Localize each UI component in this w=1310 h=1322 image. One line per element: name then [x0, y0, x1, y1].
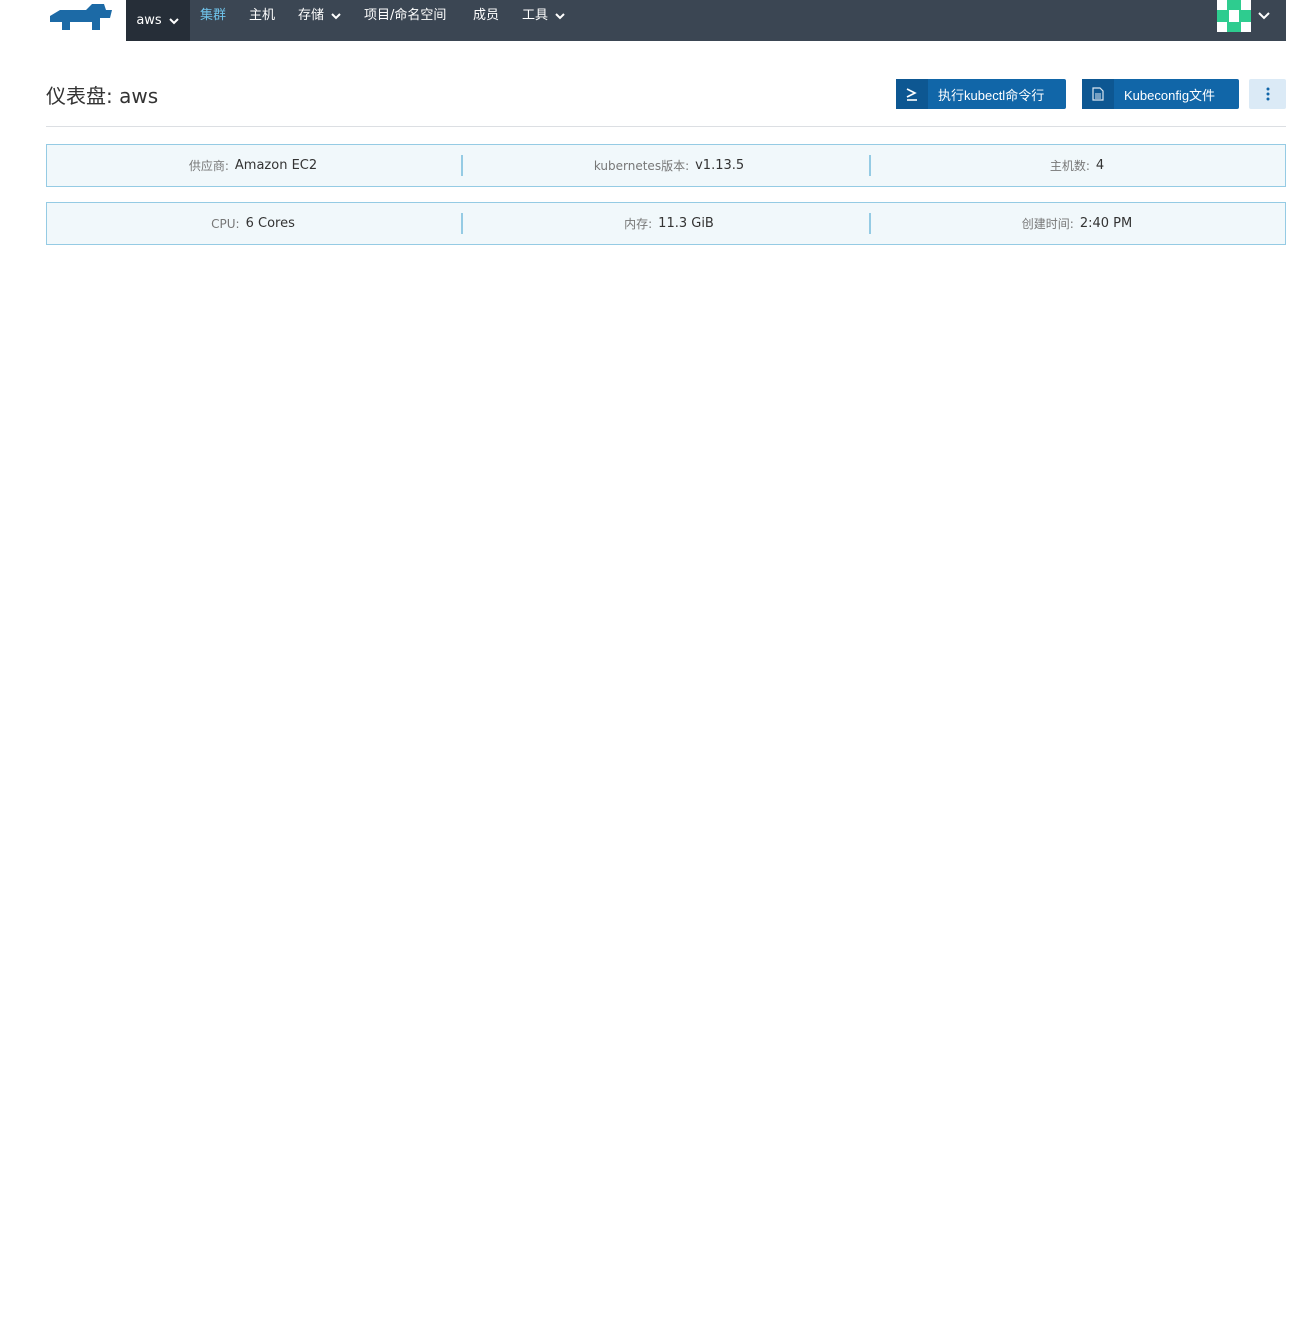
more-actions-button[interactable] — [1249, 79, 1286, 109]
nav-item-cluster[interactable]: 集群 — [200, 8, 227, 23]
info-provider: 供应商: Amazon EC2 — [47, 145, 459, 186]
nav-item-tools[interactable]: 工具 — [522, 0, 566, 32]
terminal-icon — [896, 79, 928, 109]
kubeconfig-label: Kubeconfig文件 — [1124, 87, 1216, 103]
info-key: 创建时间: — [1021, 217, 1074, 231]
vertical-dots-icon — [1266, 87, 1269, 101]
cluster-name: aws — [136, 13, 162, 28]
chevron-down-icon — [331, 12, 341, 19]
info-cpu: CPU: 6 Cores — [47, 203, 459, 244]
info-value: 2:40 PM — [1079, 216, 1133, 231]
kubectl-shell-label: 执行kubectl命令行 — [938, 87, 1045, 103]
cluster-info-row-1: 供应商: Amazon EC2 kubernetes版本: v1.13.5 主机… — [46, 144, 1286, 187]
chevron-down-icon — [168, 17, 179, 24]
nav-item-tools-label: 工具 — [522, 8, 549, 23]
info-memory: 内存: 11.3 GiB — [463, 203, 875, 244]
info-value: Amazon EC2 — [234, 158, 318, 173]
info-key: 主机数: — [1049, 159, 1090, 173]
chevron-down-icon[interactable] — [1256, 8, 1272, 24]
chevron-down-icon — [555, 12, 565, 19]
nav-item-hosts[interactable]: 主机 — [249, 8, 276, 23]
info-value: 6 Cores — [245, 216, 295, 231]
nav-item-storage-label: 存储 — [298, 8, 325, 23]
top-nav-bar: aws 集群 主机 存储 项目/命名空间 成员 工具 — [0, 0, 1286, 41]
nav-menu: aws 集群 主机 存储 项目/命名空间 成员 工具 — [126, 0, 1286, 41]
divider — [869, 213, 871, 234]
rancher-logo-icon[interactable] — [46, 2, 116, 34]
page-header: 仪表盘: aws 执行kubectl命令行 Kubeconfig文件 — [46, 70, 1286, 127]
divider — [461, 155, 463, 176]
user-avatar[interactable] — [1217, 0, 1251, 32]
page-title: 仪表盘: aws — [46, 84, 159, 108]
info-value: v1.13.5 — [695, 158, 745, 173]
cluster-info-row-2: CPU: 6 Cores 内存: 11.3 GiB 创建时间: 2:40 PM — [46, 202, 1286, 245]
info-value: 4 — [1095, 158, 1105, 173]
file-icon — [1082, 79, 1114, 109]
info-created-time: 创建时间: 2:40 PM — [871, 203, 1283, 244]
nav-item-members[interactable]: 成员 — [473, 8, 500, 23]
info-k8s-version: kubernetes版本: v1.13.5 — [463, 145, 875, 186]
info-key: 供应商: — [188, 159, 229, 173]
info-key: CPU: — [211, 216, 240, 231]
cluster-switcher[interactable]: aws — [126, 0, 190, 41]
divider — [869, 155, 871, 176]
kubectl-shell-button[interactable]: 执行kubectl命令行 — [896, 79, 1066, 109]
nav-item-projects[interactable]: 项目/命名空间 — [364, 8, 447, 23]
divider — [461, 213, 463, 234]
info-value: 11.3 GiB — [658, 216, 714, 231]
nav-item-storage[interactable]: 存储 — [298, 0, 342, 32]
info-key: kubernetes版本: — [593, 159, 690, 173]
info-host-count: 主机数: 4 — [871, 145, 1283, 186]
kubeconfig-button[interactable]: Kubeconfig文件 — [1082, 79, 1239, 109]
info-key: 内存: — [624, 217, 653, 231]
